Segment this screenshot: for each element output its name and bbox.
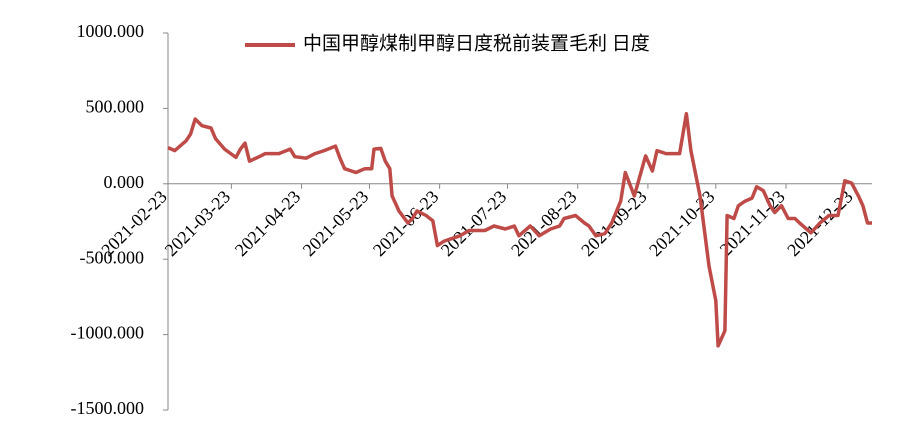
legend-label: 中国甲醇煤制甲醇日度税前装置毛利 日度 — [303, 32, 650, 54]
y-tick-label: 1000.000 — [77, 21, 145, 41]
x-tick-label: 2021-09-23 — [577, 186, 651, 260]
y-tick-label: -1500.000 — [71, 398, 145, 418]
x-tick-label: 2021-03-23 — [161, 186, 235, 260]
x-tick-label: 2021-07-23 — [437, 186, 511, 260]
series-line — [167, 111, 872, 348]
x-tick-label: 2021-08-23 — [507, 186, 581, 260]
y-tick-label: 500.000 — [86, 97, 145, 117]
x-tick-label: 2021-05-23 — [299, 186, 373, 260]
y-tick-label: 0.000 — [104, 172, 145, 192]
x-tick-label: 2021-06-23 — [369, 186, 443, 260]
y-tick-label: -1000.000 — [71, 323, 145, 343]
y-tick-label: -500.000 — [80, 247, 145, 267]
x-tick-label: 2021-04-23 — [231, 186, 305, 260]
